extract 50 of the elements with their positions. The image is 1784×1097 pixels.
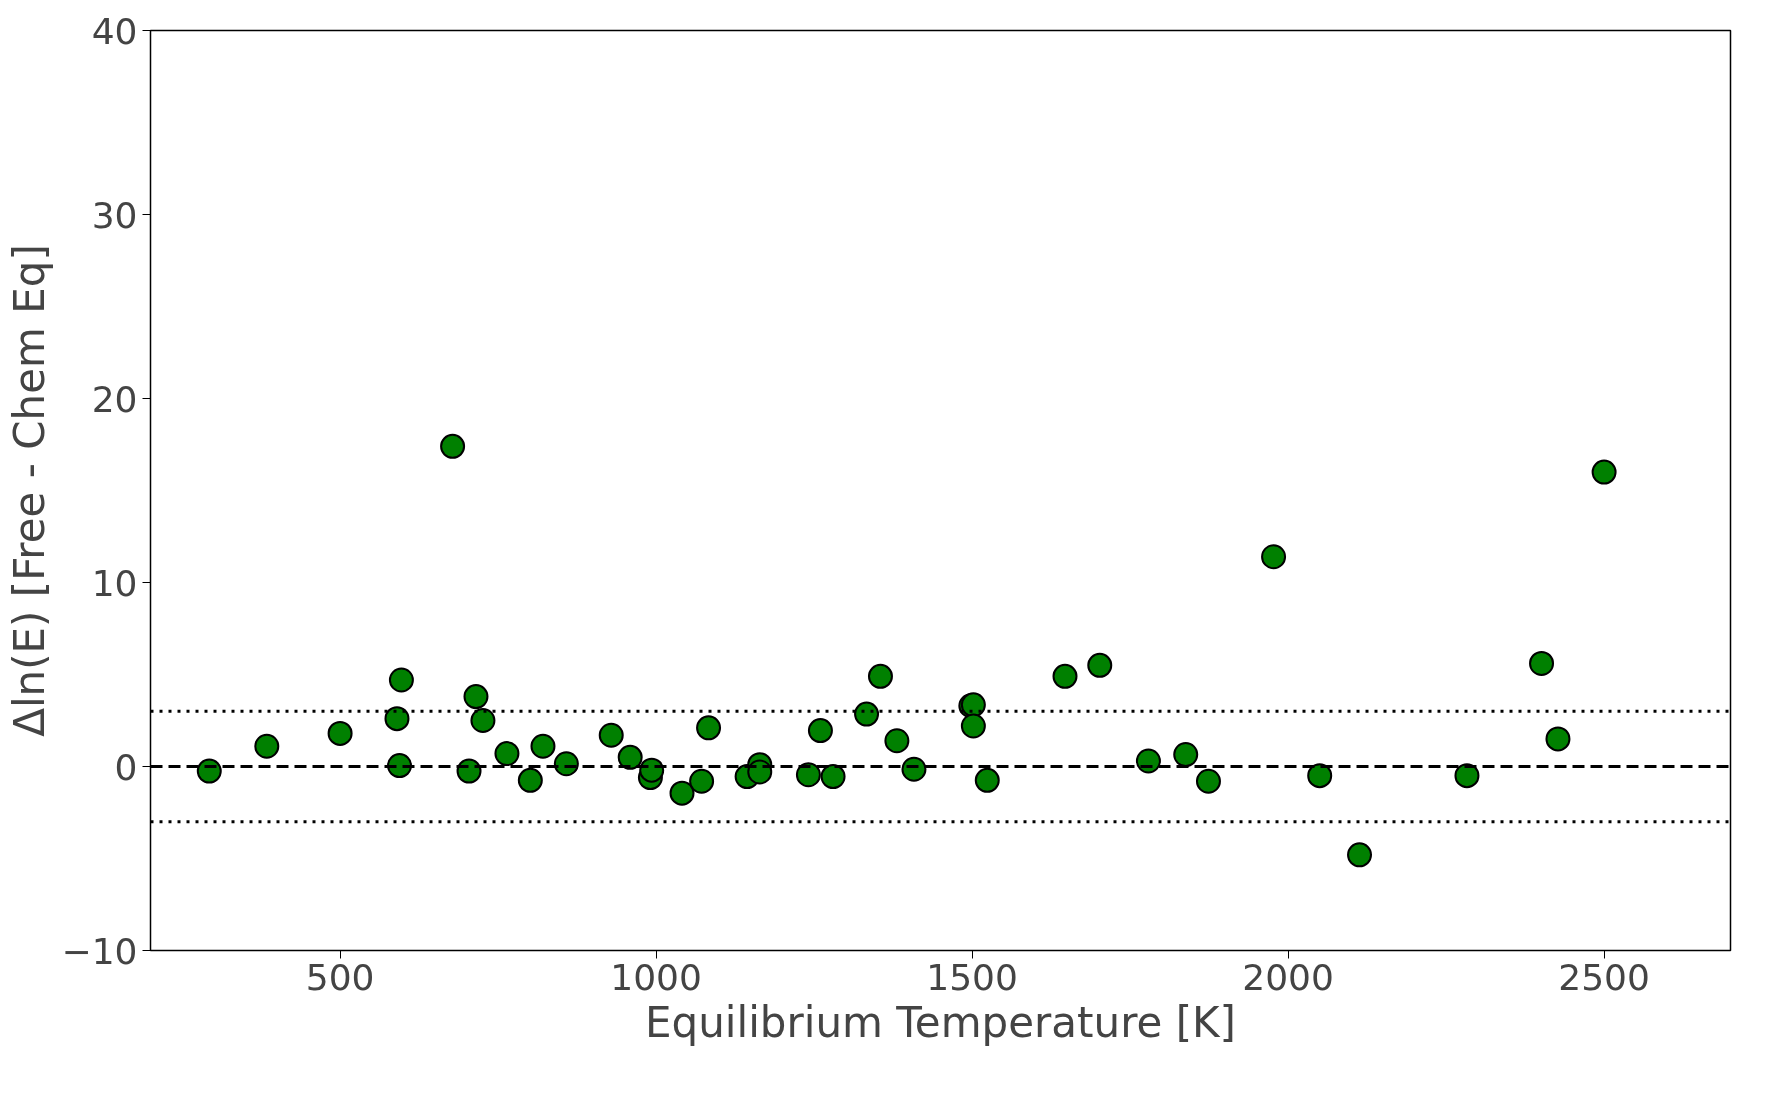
point bbox=[327, 720, 353, 746]
point bbox=[1454, 763, 1480, 789]
point bbox=[530, 733, 556, 759]
point bbox=[795, 762, 821, 788]
point bbox=[696, 715, 722, 741]
point bbox=[689, 768, 715, 794]
point bbox=[384, 706, 410, 732]
x-tick-label: 2500 bbox=[1558, 956, 1650, 998]
x-tick-label: 1000 bbox=[610, 956, 702, 998]
point bbox=[1135, 748, 1161, 774]
point bbox=[867, 663, 893, 689]
point bbox=[254, 733, 280, 759]
point bbox=[901, 756, 927, 782]
point bbox=[1307, 763, 1333, 789]
x-tick-label: 1500 bbox=[926, 956, 1018, 998]
point bbox=[669, 780, 695, 806]
point bbox=[1545, 726, 1571, 752]
point bbox=[1261, 544, 1287, 570]
y-tick-label: 20 bbox=[91, 378, 138, 420]
point bbox=[598, 722, 624, 748]
point bbox=[470, 708, 496, 733]
point bbox=[884, 728, 910, 754]
point bbox=[807, 718, 833, 744]
point bbox=[960, 713, 986, 739]
point bbox=[854, 701, 880, 727]
x-axis-title: Equilibrium Temperature [K] bbox=[644, 997, 1237, 1047]
y-axis-title: Δln(E) [Free - Chem Eq] bbox=[4, 244, 54, 737]
point bbox=[1052, 663, 1078, 689]
y-tick-label: 0 bbox=[114, 746, 138, 788]
x-tick-label: 500 bbox=[305, 956, 375, 998]
point bbox=[1173, 742, 1199, 768]
point bbox=[820, 764, 846, 790]
point bbox=[440, 433, 466, 459]
point bbox=[388, 667, 414, 693]
point bbox=[494, 741, 520, 767]
point bbox=[617, 744, 643, 770]
y-tick-label: 40 bbox=[91, 10, 138, 52]
point bbox=[1591, 459, 1617, 485]
point bbox=[1195, 768, 1221, 794]
point bbox=[1529, 650, 1555, 676]
y-tick-label: 30 bbox=[91, 194, 138, 236]
point bbox=[517, 767, 543, 793]
point bbox=[1087, 652, 1113, 678]
y-tick-label: −10 bbox=[61, 930, 138, 972]
point bbox=[974, 767, 1000, 793]
point bbox=[463, 684, 489, 710]
point bbox=[196, 758, 222, 784]
x-tick-label: 2000 bbox=[1242, 956, 1334, 998]
point bbox=[1347, 842, 1373, 868]
y-tick-label: 10 bbox=[91, 562, 138, 604]
